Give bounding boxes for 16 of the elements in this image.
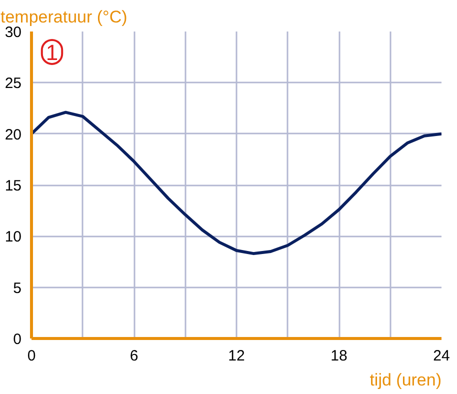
line-series [32, 110, 442, 256]
x-tick-label: 0 [27, 348, 36, 364]
x-tick-label: 6 [130, 348, 138, 364]
x-tick-label: 12 [228, 348, 245, 364]
y-axis-title: temperatuur (°C) [0, 8, 128, 26]
y-tick-label: 5 [13, 280, 22, 297]
y-tick-label: 30 [4, 24, 22, 41]
y-tick-label: 25 [4, 75, 22, 92]
y-tick-label: 0 [13, 331, 22, 348]
x-axis-title: tijd (uren) [370, 370, 442, 390]
x-tick-label: 24 [433, 348, 450, 364]
annotation: 1 [46, 40, 58, 65]
y-tick-label: 10 [4, 228, 22, 246]
y-tick-label: 15 [4, 178, 22, 194]
y-tick-label: 20 [4, 126, 22, 144]
x-tick-label: 18 [330, 348, 348, 364]
